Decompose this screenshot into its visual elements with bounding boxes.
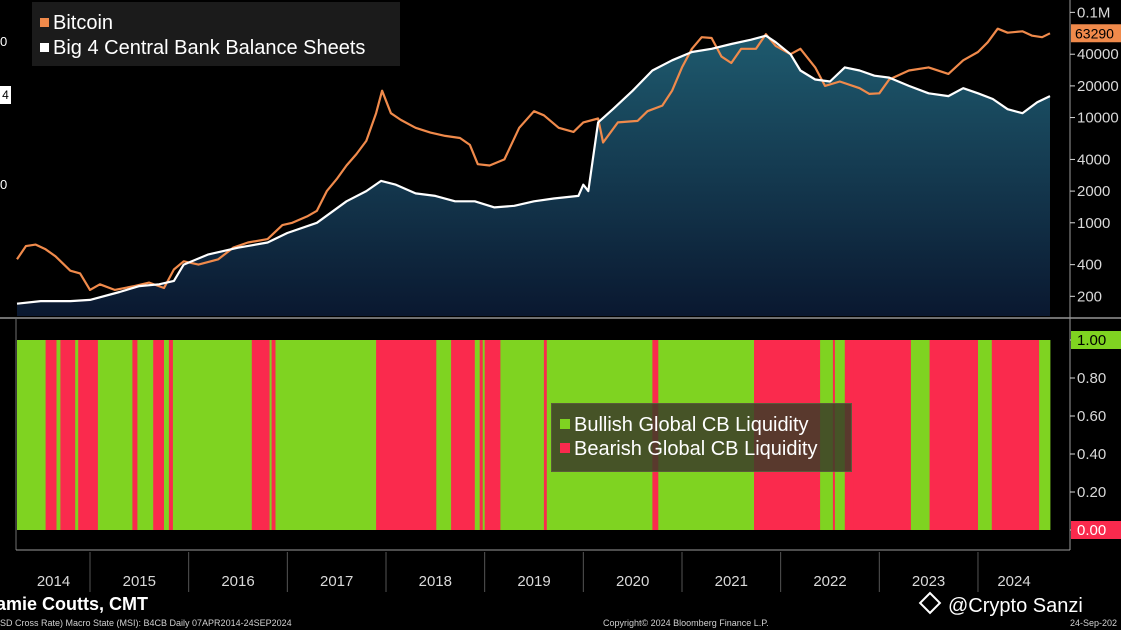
regime-bar-bearish	[543, 340, 548, 530]
y-tick-label-upper: 400	[1077, 257, 1102, 274]
regime-bar-bullish	[56, 340, 61, 530]
y-tick-label-lower: 1.00	[1077, 332, 1106, 349]
legend-label-bitcoin: Bitcoin	[53, 12, 114, 34]
x-tick-label: 2023	[912, 573, 945, 590]
legend-label-bullish: Bullish Global CB Liquidity	[574, 414, 809, 436]
legend-item-bullish: Bullish Global CB Liquidity	[560, 413, 809, 437]
regime-bar-bearish	[132, 340, 138, 530]
value-tag-bullish	[1071, 331, 1121, 349]
last-price-label: 63290	[1075, 25, 1114, 41]
x-axis: 2014 2015 2016 2017 2018 2019 2020 2021 2022 2023…	[16, 549, 1070, 592]
copyright-note: Copyright© 2024 Bloomberg Finance L.P.	[603, 618, 769, 628]
x-tick-label: 2016	[221, 573, 254, 590]
watermark-text: @Crypto Sanzi	[948, 595, 1083, 617]
legend-swatch-bearish	[560, 443, 570, 453]
regime-bar-bullish	[1039, 340, 1051, 530]
regime-bar-bullish	[97, 340, 133, 530]
y-tick-label-upper: 40000	[1077, 46, 1119, 63]
legend-swatch-bitcoin	[40, 18, 49, 27]
y-tick-label-lower: 0.20	[1077, 484, 1106, 501]
regime-bar-bullish	[137, 340, 154, 530]
legend-item-balance: Big 4 Central Bank Balance Sheets	[40, 36, 365, 60]
regime-bar-bullish	[75, 340, 79, 530]
x-tick-label: 2015	[123, 573, 156, 590]
balance-sheet-line	[16, 34, 1051, 305]
regime-bar-bullish	[172, 340, 253, 530]
value-tag-bearish	[1071, 521, 1121, 539]
x-tick-label: 2021	[715, 573, 748, 590]
regime-bar-bearish	[929, 340, 979, 530]
regime-bar-bearish	[484, 340, 501, 530]
legend-swatch-bullish	[560, 419, 570, 429]
regime-bar-bearish	[853, 340, 912, 530]
y-axis-upper: 0.1M 40000 20000 10000 4000 2000 1000 400 200 632…	[1069, 0, 1121, 550]
y-tick-label-upper: 4000	[1077, 151, 1110, 168]
upper-panel	[0, 27, 1121, 319]
regime-bar-bullish	[482, 340, 486, 530]
source-note: SD Cross Rate) Macro State (MSI): B4CB D…	[0, 618, 292, 628]
regime-bar-bearish	[271, 340, 276, 530]
regime-bar-bullish	[474, 340, 481, 530]
lower-panel	[15, 318, 1051, 550]
y-tick-label-lower: 0.40	[1077, 446, 1106, 463]
y-tick-label-upper: 0.1M	[1077, 4, 1110, 21]
x-tick-label: 2018	[419, 573, 452, 590]
regime-bar-bullish	[164, 340, 170, 530]
y-axis-lower: 1.00 0.80 0.60 0.40 0.20 0.00	[1070, 331, 1121, 539]
legend-swatch-balance	[40, 43, 49, 52]
balance-sheet-area	[17, 35, 1050, 316]
left-edge-label-a: 0	[0, 34, 8, 49]
regime-bar-bearish	[376, 340, 437, 530]
legend-item-bearish: Bearish Global CB Liquidity	[560, 437, 817, 461]
x-tick-label: 2022	[813, 573, 846, 590]
regime-bar-bearish	[168, 340, 174, 530]
y-tick-label-upper: 1000	[1077, 215, 1110, 232]
author-credit: amie Coutts, CMT	[0, 594, 149, 614]
left-edge-label-b: 4	[0, 86, 11, 104]
legend-item-bitcoin: Bitcoin	[40, 11, 113, 35]
regime-bar-bearish	[78, 340, 99, 530]
binance-logo-icon	[918, 591, 942, 615]
x-tick-label: 2017	[320, 573, 353, 590]
bitcoin-line	[16, 27, 1051, 291]
y-tick-label-upper: 10000	[1077, 110, 1119, 127]
x-tick-label: 2019	[517, 573, 550, 590]
legend-liquidity: Bullish Global CB Liquidity Bearish Glob…	[551, 403, 852, 472]
regime-bar-bullish	[436, 340, 452, 530]
x-tick-label: 2014	[37, 573, 70, 590]
y-tick-label-lower: 0.60	[1077, 408, 1106, 425]
legend-label-bearish: Bearish Global CB Liquidity	[574, 438, 818, 460]
left-edge-label-c: 0	[0, 177, 8, 192]
y-tick-label-lower: 0.80	[1077, 370, 1106, 387]
date-note: 24-Sep-202	[1070, 618, 1118, 628]
regime-bar-bearish	[479, 340, 484, 530]
y-tick-label-upper: 20000	[1077, 78, 1119, 95]
regime-bar-bearish	[45, 340, 57, 530]
legend-top: Bitcoin Big 4 Central Bank Balance Sheet…	[32, 2, 400, 66]
regime-bar-bullish	[269, 340, 272, 530]
y-tick-label-upper: 2000	[1077, 183, 1110, 200]
x-tick-label: 2020	[616, 573, 649, 590]
watermark: @Crypto Sanzi	[918, 591, 1083, 618]
legend-label-balance: Big 4 Central Bank Balance Sheets	[53, 37, 366, 59]
regime-bar-bearish	[153, 340, 165, 530]
regime-bar-bullish	[17, 340, 46, 530]
regime-bar-bearish	[251, 340, 270, 530]
x-tick-label: 2024	[997, 573, 1030, 590]
regime-bar-bearish	[451, 340, 476, 530]
regime-bar-bullish	[910, 340, 930, 530]
y-tick-label-lower: 0.00	[1077, 522, 1106, 539]
regime-bar-bearish	[60, 340, 76, 530]
last-price-tag	[1071, 24, 1121, 43]
regime-bar-bullish	[978, 340, 993, 530]
y-tick-label-upper: 200	[1077, 288, 1102, 305]
regime-bar-bullish	[500, 340, 545, 530]
regime-bar-bearish	[991, 340, 1040, 530]
regime-bar-bullish	[275, 340, 377, 530]
